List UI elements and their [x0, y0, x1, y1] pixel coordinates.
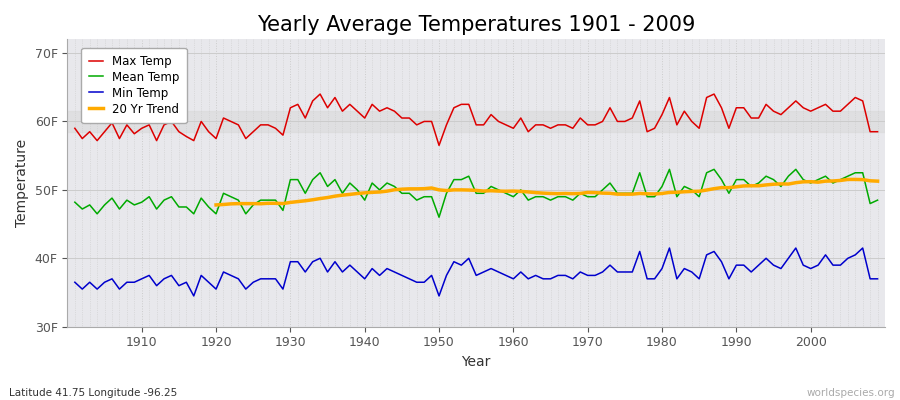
Max Temp [516, 116, 526, 120]
Max Temp [434, 143, 445, 148]
Min Temp [508, 276, 518, 281]
Max Temp [315, 92, 326, 96]
Mean Temp [292, 177, 303, 182]
Line: Mean Temp: Mean Temp [75, 169, 878, 217]
Mean Temp [664, 167, 675, 172]
Min Temp [872, 276, 883, 281]
20 Yr Trend [411, 186, 422, 191]
Mean Temp [129, 202, 140, 207]
X-axis label: Year: Year [462, 355, 490, 369]
Mean Temp [508, 194, 518, 199]
Text: worldspecies.org: worldspecies.org [807, 388, 896, 398]
Min Temp [188, 294, 199, 298]
20 Yr Trend [300, 198, 310, 203]
Max Temp [69, 126, 80, 131]
20 Yr Trend [776, 182, 787, 186]
20 Yr Trend [211, 202, 221, 207]
Min Temp [300, 270, 310, 274]
Mean Temp [605, 181, 616, 186]
Mean Temp [337, 191, 347, 196]
Title: Yearly Average Temperatures 1901 - 2009: Yearly Average Temperatures 1901 - 2009 [257, 15, 696, 35]
Min Temp [516, 270, 526, 274]
Max Temp [292, 102, 303, 107]
20 Yr Trend [671, 190, 682, 195]
Min Temp [605, 263, 616, 268]
Max Temp [523, 129, 534, 134]
Mean Temp [872, 198, 883, 202]
Max Temp [872, 129, 883, 134]
20 Yr Trend [872, 179, 883, 184]
Min Temp [69, 280, 80, 285]
Min Temp [664, 246, 675, 250]
Max Temp [612, 119, 623, 124]
20 Yr Trend [842, 177, 853, 182]
Legend: Max Temp, Mean Temp, Min Temp, 20 Yr Trend: Max Temp, Mean Temp, Min Temp, 20 Yr Tre… [82, 48, 186, 123]
Mean Temp [516, 188, 526, 192]
Max Temp [345, 102, 356, 107]
Text: Latitude 41.75 Longitude -96.25: Latitude 41.75 Longitude -96.25 [9, 388, 177, 398]
Min Temp [129, 280, 140, 285]
Bar [68, 111, 885, 132]
Line: 20 Yr Trend: 20 Yr Trend [216, 180, 878, 205]
Line: Max Temp: Max Temp [75, 94, 878, 145]
Max Temp [129, 131, 140, 136]
20 Yr Trend [850, 177, 860, 182]
Min Temp [345, 263, 356, 268]
Mean Temp [69, 200, 80, 204]
20 Yr Trend [760, 182, 771, 187]
Line: Min Temp: Min Temp [75, 248, 878, 296]
Mean Temp [434, 215, 445, 220]
Y-axis label: Temperature: Temperature [15, 139, 29, 227]
